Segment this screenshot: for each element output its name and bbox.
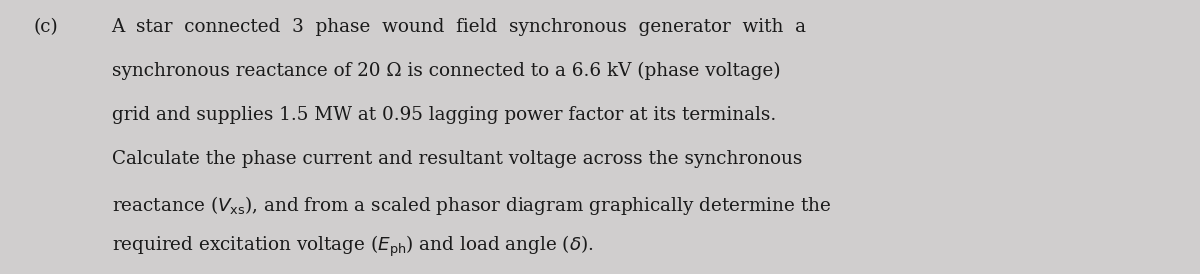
Text: reactance ($V_{\mathsf{xs}}$), and from a scaled phasor diagram graphically dete: reactance ($V_{\mathsf{xs}}$), and from … <box>112 194 832 217</box>
Text: Calculate the phase current and resultant voltage across the synchronous: Calculate the phase current and resultan… <box>112 150 802 168</box>
Text: (c): (c) <box>34 18 59 36</box>
Text: required excitation voltage ($E_{\mathsf{ph}}$) and load angle ($\delta$).: required excitation voltage ($E_{\mathsf… <box>112 234 593 259</box>
Text: grid and supplies 1.5 MW at 0.95 lagging power factor at its terminals.: grid and supplies 1.5 MW at 0.95 lagging… <box>112 106 776 124</box>
Text: A  star  connected  3  phase  wound  field  synchronous  generator  with  a: A star connected 3 phase wound field syn… <box>112 18 806 36</box>
Text: synchronous reactance of 20 Ω is connected to a 6.6 kV (phase voltage): synchronous reactance of 20 Ω is connect… <box>112 62 780 80</box>
